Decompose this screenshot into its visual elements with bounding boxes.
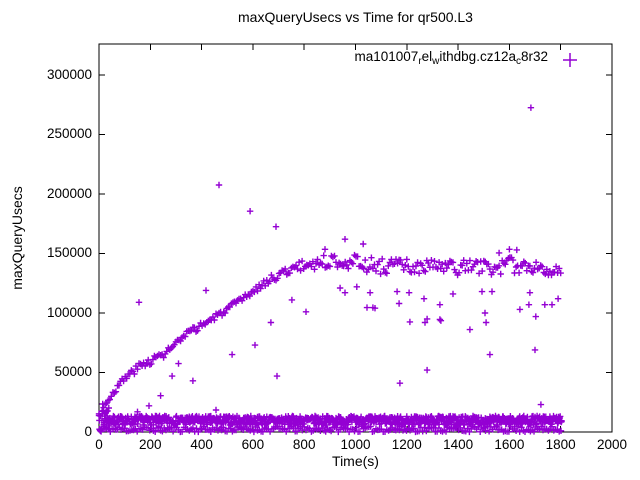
x-tick-label: 400 bbox=[190, 437, 213, 452]
x-tick-label: 600 bbox=[241, 437, 265, 452]
scatter-main-curve bbox=[95, 251, 564, 420]
x-tick-label: 2000 bbox=[596, 437, 628, 452]
plot-border bbox=[98, 43, 613, 433]
y-tick-label: 150000 bbox=[46, 245, 92, 261]
scatter-outliers bbox=[134, 104, 562, 415]
legend-label-subscript: w bbox=[432, 56, 440, 67]
chart-title: maxQueryUsecs vs Time for qr500.L3 bbox=[238, 9, 473, 25]
legend: ma101007relwithdbg.cz12ac8r32 bbox=[355, 49, 579, 70]
y-tick-label: 300000 bbox=[46, 66, 92, 82]
x-tick-label: 1400 bbox=[443, 437, 474, 452]
x-tick-label: 1800 bbox=[545, 437, 576, 452]
scatter-sub-floor bbox=[96, 423, 565, 436]
x-tick-label: 1600 bbox=[494, 437, 525, 452]
scatter-floor-band bbox=[100, 412, 565, 429]
x-axis-title: Time(s) bbox=[332, 453, 379, 469]
legend-label-subscript: r bbox=[418, 56, 422, 67]
axis-ticks bbox=[98, 44, 613, 433]
y-tick-label: 50000 bbox=[54, 364, 92, 380]
x-tick-label: 1200 bbox=[391, 437, 422, 452]
y-tick-label: 0 bbox=[84, 424, 92, 439]
legend-label-segment: el bbox=[421, 49, 433, 64]
y-tick-label: 200000 bbox=[46, 185, 92, 201]
legend-label-subscript: c bbox=[515, 56, 521, 67]
x-tick-label: 0 bbox=[95, 437, 103, 452]
x-tick-label: 200 bbox=[139, 437, 162, 452]
y-tick-label: 250000 bbox=[46, 126, 92, 142]
x-tick-label: 800 bbox=[292, 437, 316, 452]
y-tick-label: 100000 bbox=[46, 304, 92, 320]
legend-label-segment: 8r32 bbox=[520, 49, 548, 64]
legend-plus-marker-icon bbox=[563, 52, 577, 67]
legend-label: ma101007relwithdbg.cz12ac8r32 bbox=[355, 49, 549, 70]
legend-label-segment: ithdbg.cz12a bbox=[439, 49, 516, 64]
x-tick-label: 1000 bbox=[340, 437, 371, 452]
legend-label-segment: ma101007 bbox=[354, 49, 419, 64]
